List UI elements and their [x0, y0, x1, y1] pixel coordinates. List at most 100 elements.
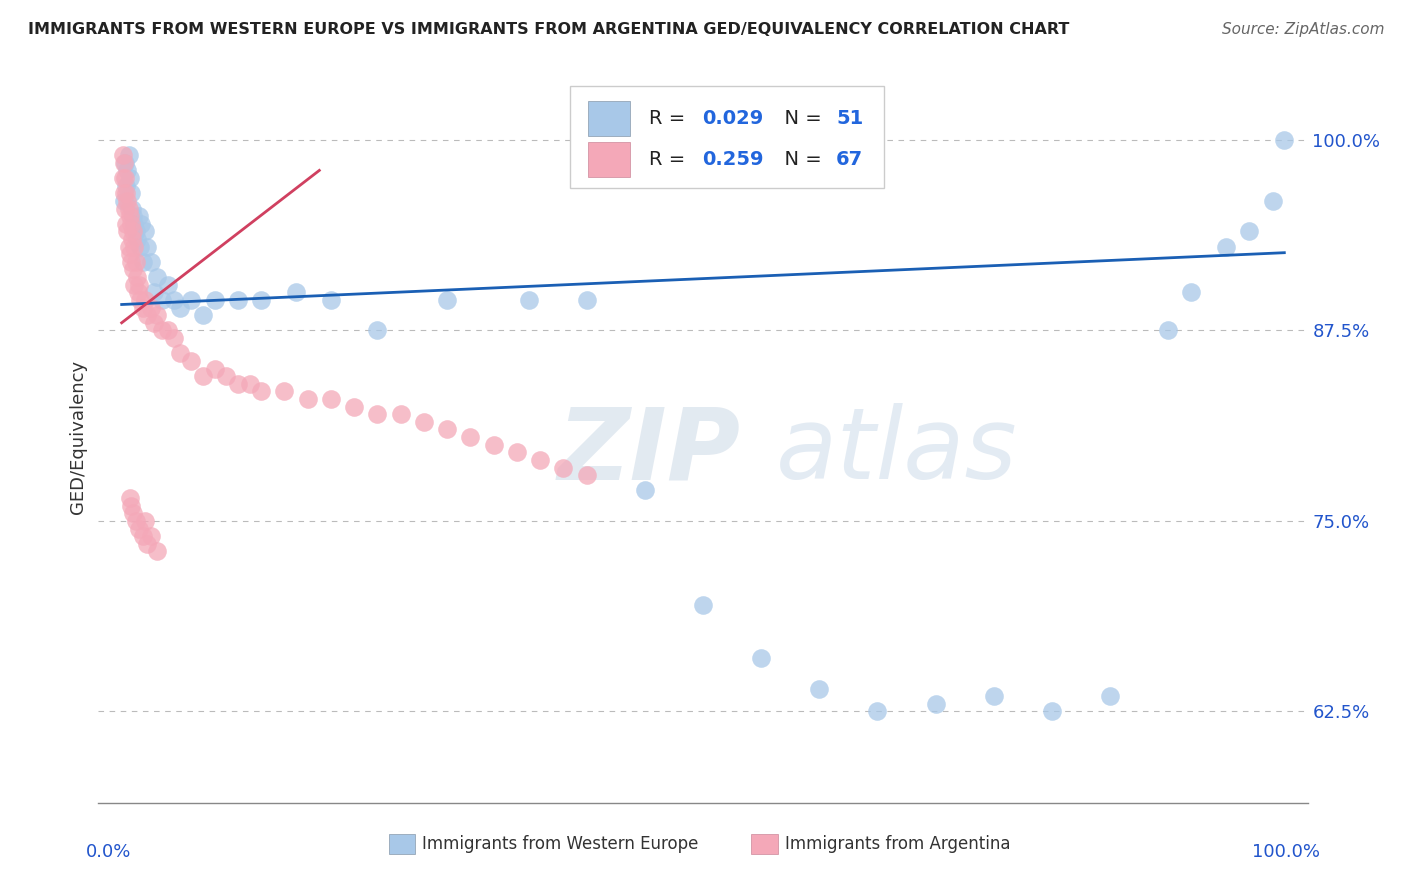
Point — [118, 209, 141, 223]
Point — [366, 407, 388, 421]
Point — [136, 537, 159, 551]
Point — [143, 285, 166, 300]
Point — [169, 346, 191, 360]
Point — [575, 468, 598, 483]
Point — [122, 262, 145, 277]
Point — [1272, 133, 1295, 147]
Point — [131, 529, 153, 543]
Point — [122, 209, 145, 223]
Point — [122, 224, 145, 238]
Point — [366, 323, 388, 337]
Text: atlas: atlas — [776, 403, 1017, 500]
Bar — [388, 833, 415, 854]
Point — [319, 293, 342, 307]
Y-axis label: GED/Equivalency: GED/Equivalency — [69, 360, 87, 514]
Point — [866, 704, 889, 718]
Point — [319, 392, 342, 406]
Point — [122, 506, 145, 520]
Point — [118, 171, 141, 186]
Point — [131, 217, 153, 231]
Point — [117, 224, 139, 238]
Point — [204, 293, 226, 307]
Point — [118, 148, 141, 162]
Point — [114, 202, 136, 216]
Point — [134, 514, 156, 528]
Point — [118, 239, 141, 253]
Point — [124, 514, 146, 528]
Point — [129, 293, 152, 307]
Point — [124, 277, 146, 292]
Point — [389, 407, 412, 421]
Point — [124, 224, 146, 238]
Point — [112, 186, 135, 201]
Point — [150, 293, 173, 307]
Point — [191, 308, 214, 322]
Point — [120, 255, 142, 269]
Point — [139, 529, 162, 543]
Point — [120, 499, 142, 513]
Point — [239, 376, 262, 391]
Point — [460, 430, 482, 444]
Text: R =: R = — [648, 150, 692, 169]
Point — [1239, 224, 1261, 238]
Point — [114, 171, 136, 186]
Text: Source: ZipAtlas.com: Source: ZipAtlas.com — [1222, 22, 1385, 37]
Point — [150, 323, 173, 337]
Point — [118, 202, 141, 216]
Text: 51: 51 — [837, 110, 863, 128]
Point — [125, 232, 148, 246]
Point — [136, 308, 159, 322]
Point — [124, 239, 146, 253]
Point — [120, 186, 142, 201]
Point — [121, 232, 143, 246]
Point — [634, 483, 657, 498]
Point — [131, 255, 153, 269]
Point — [983, 689, 1005, 703]
Point — [250, 293, 273, 307]
Point — [343, 400, 366, 414]
Text: 67: 67 — [837, 150, 863, 169]
Point — [1261, 194, 1284, 208]
Point — [273, 384, 295, 399]
Point — [506, 445, 529, 459]
Text: 0.259: 0.259 — [702, 150, 763, 169]
Point — [139, 301, 162, 315]
Point — [112, 194, 135, 208]
Point — [924, 697, 946, 711]
Text: IMMIGRANTS FROM WESTERN EUROPE VS IMMIGRANTS FROM ARGENTINA GED/EQUIVALENCY CORR: IMMIGRANTS FROM WESTERN EUROPE VS IMMIGR… — [28, 22, 1070, 37]
Text: R =: R = — [648, 110, 692, 128]
Point — [1180, 285, 1202, 300]
Text: 0.0%: 0.0% — [86, 843, 132, 861]
Point — [226, 293, 249, 307]
Point — [112, 155, 135, 169]
Point — [127, 285, 149, 300]
Point — [204, 361, 226, 376]
Point — [145, 308, 167, 322]
Point — [115, 178, 138, 193]
Point — [111, 148, 134, 162]
Point — [117, 163, 139, 178]
Bar — [588, 102, 630, 136]
Point — [117, 194, 139, 208]
Point — [517, 293, 540, 307]
Point — [180, 354, 202, 368]
Point — [118, 491, 141, 505]
Point — [125, 270, 148, 285]
Point — [215, 369, 238, 384]
Point — [1215, 239, 1237, 253]
Bar — [588, 142, 630, 177]
Point — [134, 224, 156, 238]
Point — [180, 293, 202, 307]
Point — [163, 293, 186, 307]
Point — [111, 171, 134, 186]
Point — [139, 255, 162, 269]
Point — [413, 415, 436, 429]
Point — [128, 277, 150, 292]
Point — [134, 293, 156, 307]
Point — [145, 544, 167, 558]
Point — [124, 217, 146, 231]
Text: Immigrants from Argentina: Immigrants from Argentina — [785, 836, 1011, 854]
Point — [749, 651, 772, 665]
Point — [1040, 704, 1063, 718]
Text: ZIP: ZIP — [558, 403, 741, 500]
